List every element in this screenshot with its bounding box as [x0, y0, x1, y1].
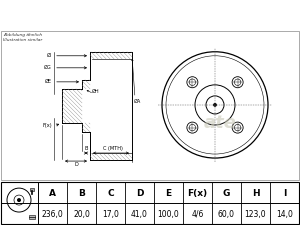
Text: ate: ate [203, 114, 236, 132]
Text: 123,0: 123,0 [245, 209, 266, 218]
Text: 20,0: 20,0 [73, 209, 90, 218]
Text: 17,0: 17,0 [102, 209, 119, 218]
Text: E: E [165, 189, 172, 198]
Circle shape [17, 198, 21, 202]
Text: ØE: ØE [45, 79, 52, 84]
Text: D: D [136, 189, 143, 198]
Text: C: C [107, 189, 114, 198]
Text: 4/6: 4/6 [191, 209, 204, 218]
Text: ØI: ØI [46, 53, 52, 58]
Text: 14,0: 14,0 [276, 209, 293, 218]
Bar [29, 215, 35, 219]
Text: B: B [84, 146, 88, 151]
Text: 236,0: 236,0 [42, 209, 63, 218]
Text: F(x): F(x) [42, 124, 52, 128]
Text: ØG: ØG [44, 65, 52, 70]
Text: Abbildung ähnlich
Illustration similar: Abbildung ähnlich Illustration similar [3, 33, 42, 42]
Text: H: H [252, 189, 259, 198]
Text: A: A [49, 189, 56, 198]
Text: B: B [78, 189, 85, 198]
Circle shape [214, 104, 216, 106]
Text: F(x): F(x) [188, 189, 208, 198]
Text: ØH: ØH [92, 89, 100, 94]
Text: D: D [74, 162, 78, 167]
Text: ØA: ØA [134, 98, 141, 104]
Text: C (MTH): C (MTH) [103, 146, 123, 151]
Text: 60,0: 60,0 [218, 209, 235, 218]
Text: 24.0320-0115.1: 24.0320-0115.1 [64, 8, 176, 21]
Text: I: I [283, 189, 286, 198]
Text: G: G [223, 189, 230, 198]
Text: 41,0: 41,0 [131, 209, 148, 218]
Text: 100,0: 100,0 [158, 209, 179, 218]
Text: 520115: 520115 [204, 8, 252, 21]
Bar [30, 188, 34, 191]
